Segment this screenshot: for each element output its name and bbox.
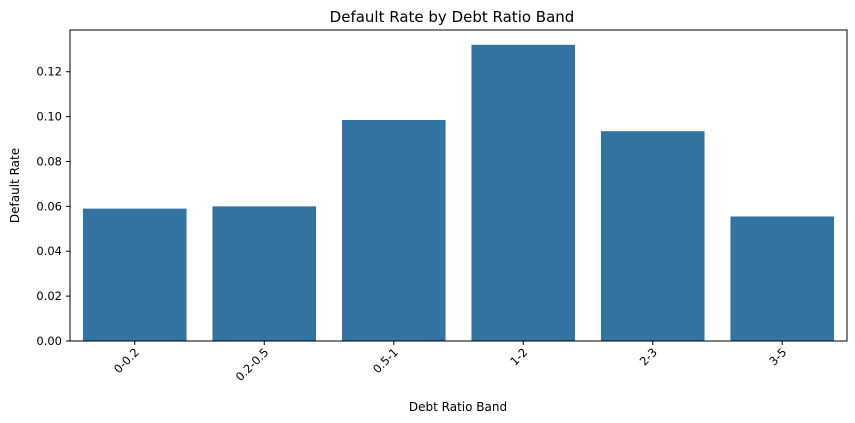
y-tick-label: 0.00 — [36, 334, 62, 348]
bars-group — [82, 44, 835, 342]
y-axis-label: Default Rate — [8, 148, 22, 223]
x-tick-label: 0-0.2 — [111, 345, 142, 376]
x-tick-label: 0.5-1 — [370, 345, 401, 376]
x-tick-label: 1-2 — [507, 345, 530, 368]
y-tick-label: 0.06 — [36, 199, 62, 213]
bar-3-5 — [730, 216, 835, 341]
bar-1-2 — [471, 44, 576, 342]
y-tick-label: 0.02 — [36, 289, 62, 303]
bar-0.2-0.5 — [212, 206, 317, 341]
bar-2-3 — [600, 131, 705, 341]
y-tick-label: 0.10 — [36, 110, 62, 124]
x-axis-ticks: 0-0.2 0.2-0.5 0.5-1 1-2 2-3 3-5 — [111, 341, 789, 384]
y-axis-ticks: 0.00 0.02 0.04 0.06 0.08 0.10 0.12 — [36, 65, 70, 348]
chart-title: Default Rate by Debt Ratio Band — [330, 8, 575, 26]
bar-0.5-1 — [341, 119, 446, 341]
plot-frame — [69, 29, 848, 342]
bar-0-0.2 — [82, 208, 187, 341]
x-tick-label: 3-5 — [766, 345, 789, 368]
x-axis-label: Debt Ratio Band — [409, 400, 507, 414]
x-tick-label: 0.2-0.5 — [233, 345, 272, 384]
x-tick-label: 2-3 — [637, 345, 660, 368]
y-tick-label: 0.08 — [36, 154, 62, 168]
y-tick-label: 0.04 — [36, 244, 62, 258]
y-tick-label: 0.12 — [36, 65, 62, 79]
